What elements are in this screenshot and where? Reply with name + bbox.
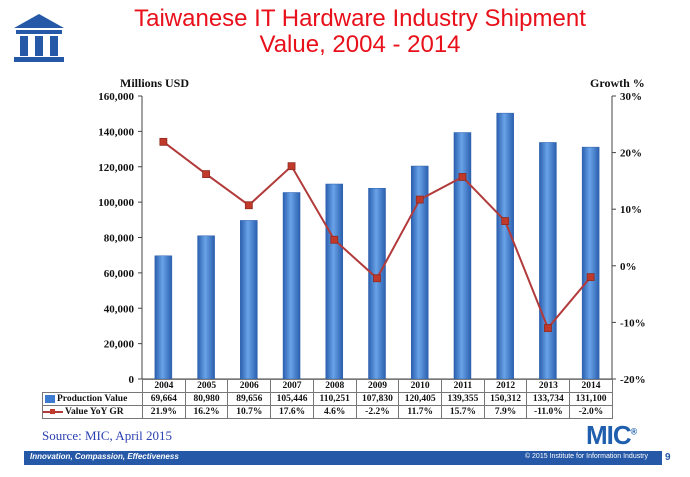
- table-category: 2005: [184, 379, 229, 393]
- legend-label: Value YoY GR: [65, 407, 124, 417]
- table-category: 2006: [227, 379, 272, 393]
- growth-point: [373, 274, 381, 283]
- growth-point: [501, 217, 510, 225]
- bar: [581, 146, 600, 380]
- table-cell: 80,980: [184, 392, 229, 406]
- table-category: 2010: [398, 379, 443, 393]
- y-tick-label: 80,000: [104, 233, 135, 245]
- table-cell: 150,312: [483, 392, 528, 406]
- growth-point: [458, 173, 467, 181]
- institute-logo-icon: [10, 12, 68, 64]
- y-axis-label: Millions USD: [120, 76, 190, 90]
- table-category: 2007: [270, 379, 314, 393]
- growth-point: [330, 235, 339, 244]
- table-cell: -2.0%: [569, 405, 613, 419]
- table-category: 2013: [526, 379, 571, 393]
- y2-tick-label: 10%: [620, 204, 642, 216]
- y2-tick-label: 30%: [620, 91, 642, 103]
- growth-point: [202, 170, 210, 179]
- bar: [197, 235, 215, 380]
- y-tick-label: 60,000: [104, 268, 135, 280]
- table-row-production-value: Production Value 69,664 80,980 89,656 10…: [42, 392, 613, 406]
- table-category: 2011: [441, 379, 485, 393]
- bar: [453, 132, 472, 380]
- legend-production-value: Production Value: [42, 392, 143, 406]
- table-category: 2008: [312, 379, 357, 393]
- table-cell: 89,656: [227, 392, 272, 406]
- y2-tick-label: 0%: [620, 261, 637, 273]
- data-table: 2004 2005 2006 2007 2008 2009 2010 2011 …: [42, 379, 613, 419]
- y-tick-label: 120,000: [98, 162, 134, 174]
- table-header-row: 2004 2005 2006 2007 2008 2009 2010 2011 …: [42, 379, 613, 393]
- table-cell: 11.7%: [398, 405, 443, 419]
- table-cell: 17.6%: [270, 405, 314, 419]
- table-cell: 16.2%: [184, 405, 229, 419]
- table-cell: 7.9%: [483, 405, 528, 419]
- growth-point: [159, 137, 168, 146]
- table-cell: 10.7%: [227, 405, 272, 419]
- legend-label: Production Value: [57, 394, 128, 404]
- growth-point: [244, 201, 253, 210]
- table-cell: 110,251: [312, 392, 357, 406]
- table-cell: 139,355: [441, 392, 485, 406]
- y-tick-label: 40,000: [104, 303, 135, 315]
- table-corner: [42, 379, 143, 393]
- y2-tick-label: 20%: [620, 148, 642, 160]
- bar: [368, 188, 386, 380]
- table-cell: 105,446: [270, 392, 314, 406]
- growth-point: [586, 273, 595, 282]
- registered-mark: ®: [630, 426, 638, 437]
- y-tick-label: 100,000: [98, 197, 134, 209]
- table-cell: -2.2%: [355, 405, 400, 419]
- chart-title-line1: Taiwanese IT Hardware Industry Shipment: [134, 5, 586, 32]
- table-cell: 120,405: [398, 392, 443, 406]
- y2-axis-label: Growth %: [590, 76, 645, 90]
- table-category: 2004: [142, 379, 186, 393]
- bar: [539, 142, 557, 380]
- chart-title-line2: Value, 2004 - 2014: [259, 31, 461, 58]
- table-cell: 15.7%: [441, 405, 485, 419]
- growth-point: [544, 324, 552, 332]
- line-legend-swatch-icon: [43, 408, 63, 416]
- table-category: 2009: [355, 379, 400, 393]
- growth-point: [287, 162, 296, 171]
- bar: [240, 220, 258, 380]
- mic-logo: MIC®: [586, 420, 638, 451]
- y-tick-label: 140,000: [98, 126, 134, 138]
- bar: [325, 183, 344, 380]
- y-tick-label: 20,000: [104, 339, 135, 351]
- growth-point: [415, 195, 424, 204]
- y2-tick-label: -10%: [620, 317, 646, 329]
- table-category: 2012: [483, 379, 528, 393]
- table-cell: 131,100: [569, 392, 613, 406]
- table-cell: 69,664: [142, 392, 186, 406]
- source-note: Source: MIC, April 2015: [42, 428, 172, 443]
- footer-copyright: © 2015 Institute for Information Industr…: [524, 453, 648, 460]
- table-cell: 107,830: [355, 392, 400, 406]
- bar: [154, 255, 173, 380]
- chart-title: Taiwanese IT Hardware Industry Shipment …: [70, 6, 650, 58]
- y-tick-label: 160,000: [98, 91, 134, 103]
- table-cell: 133,734: [526, 392, 571, 406]
- legend-value-yoy-gr: Value YoY GR: [42, 405, 143, 419]
- y2-tick-label: -20%: [620, 374, 646, 386]
- bar: [496, 112, 514, 380]
- table-cell: 4.6%: [312, 405, 357, 419]
- table-cell: -11.0%: [526, 405, 571, 419]
- bar: [282, 192, 301, 380]
- footer-bar: Innovation, Compassion, Effectiveness © …: [24, 451, 662, 465]
- table-row-yoy-growth: Value YoY GR 21.9% 16.2% 10.7% 17.6% 4.6…: [42, 405, 613, 419]
- bar-legend-swatch-icon: [45, 394, 55, 403]
- footer-tagline: Innovation, Compassion, Effectiveness: [30, 452, 179, 461]
- page-number: 9: [665, 452, 671, 463]
- table-cell: 21.9%: [142, 405, 186, 419]
- mic-logo-text: MIC: [586, 420, 632, 450]
- table-category: 2014: [569, 379, 613, 393]
